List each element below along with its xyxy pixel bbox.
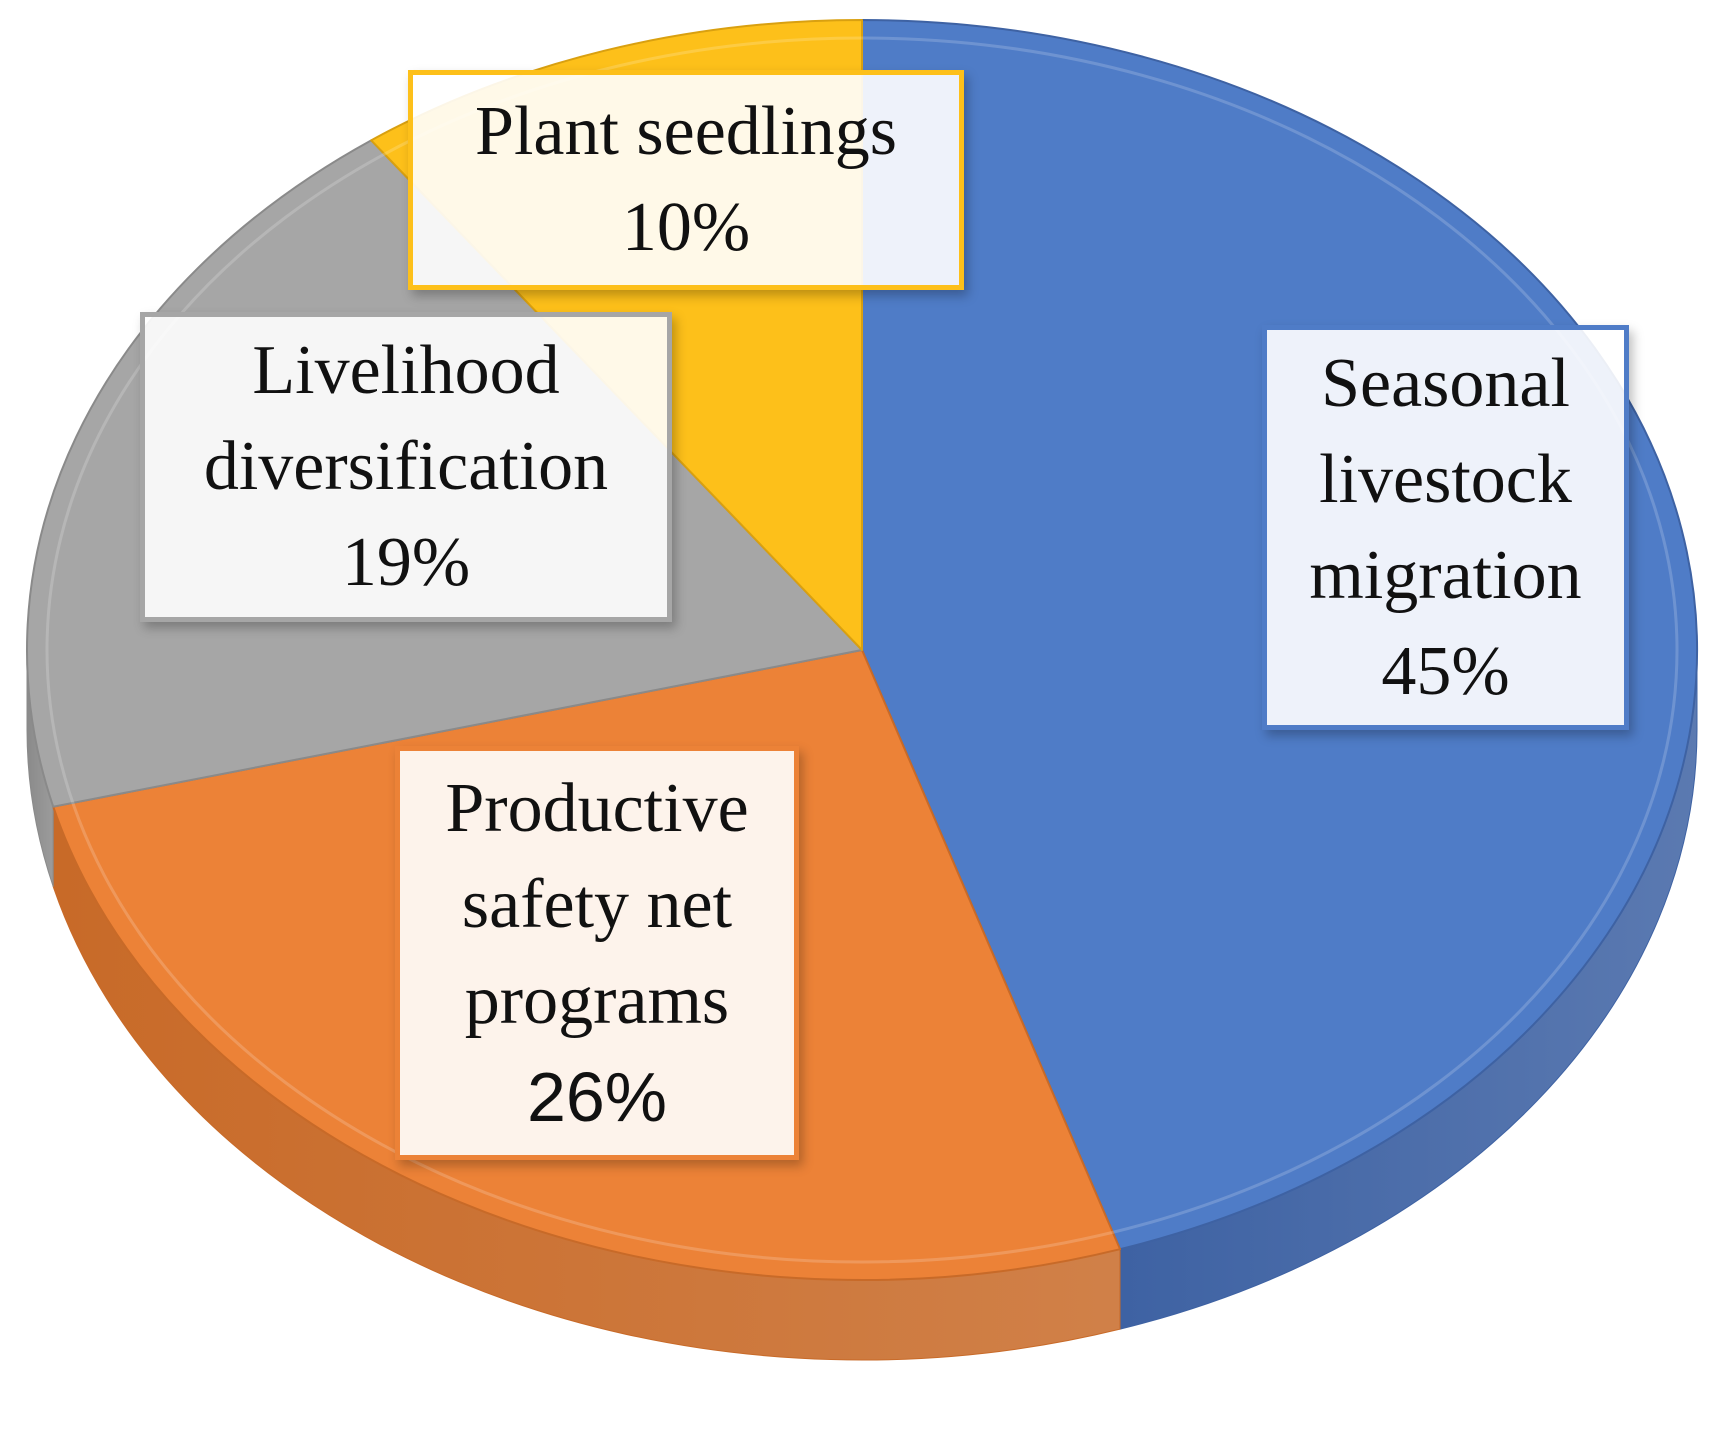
- slice-label-line: programs: [464, 962, 730, 1039]
- slice-percent: 45%: [1381, 632, 1510, 710]
- slice-percent: 26%: [526, 1058, 668, 1136]
- slice-percent: 10%: [621, 189, 751, 266]
- slice-label-line: safety net: [461, 866, 733, 943]
- slice-label-line: Productive: [445, 770, 749, 847]
- slice-label-line: Livelihood: [252, 332, 560, 409]
- slice-label-livelihood-diversification: Livelihood diversification 19%: [140, 312, 672, 622]
- slice-label-plant-seedlings: Plant seedlings 10%: [408, 70, 964, 290]
- slice-label-line: Seasonal: [1321, 344, 1570, 422]
- slice-label-productive-safety-net-programs: Productive safety net programs 26%: [395, 746, 799, 1160]
- pie-bevel-highlight: [45, 36, 1679, 1264]
- slice-label-line: migration: [1309, 536, 1582, 614]
- slice-percent: 19%: [341, 524, 471, 601]
- slice-label-line: livestock: [1319, 440, 1572, 518]
- slice-label-line: diversification: [203, 428, 609, 505]
- slice-label-line: Plant seedlings: [475, 93, 897, 170]
- slice-label-seasonal-livestock-migration: Seasonal livestock migration 45%: [1262, 325, 1629, 730]
